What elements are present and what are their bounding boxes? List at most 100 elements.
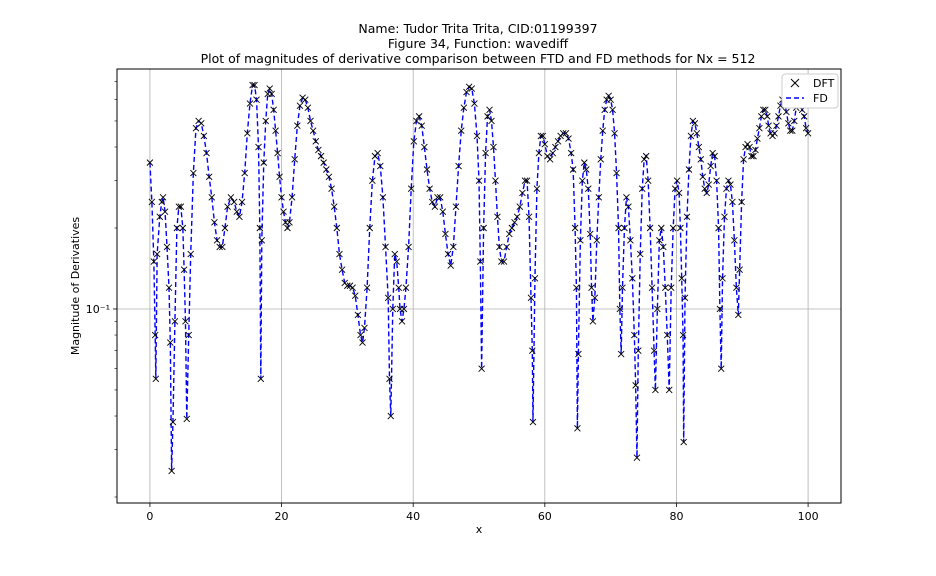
- dft-point-marker: [351, 292, 359, 300]
- chart-title-line-1: Name: Tudor Trita Trita, CID:01199397: [358, 21, 597, 36]
- dft-point-marker: [244, 129, 251, 137]
- dft-point-marker: [729, 198, 736, 206]
- dft-point-marker: [588, 284, 595, 291]
- dft-point-marker: [169, 418, 177, 426]
- dft-point-marker: [740, 156, 747, 163]
- dft-point-marker: [697, 156, 705, 163]
- dft-point-marker: [721, 213, 728, 221]
- dft-point-marker: [790, 117, 798, 125]
- dft-point-marker: [230, 198, 238, 206]
- dft-point-marker: [638, 185, 646, 193]
- dft-point-marker: [274, 149, 281, 157]
- dft-point-marker: [442, 230, 449, 238]
- dft-point-marker: [455, 162, 462, 170]
- dft-point-marker: [615, 224, 622, 232]
- dft-point-marker: [636, 250, 644, 258]
- dft-point-marker: [330, 203, 338, 211]
- dft-point-marker: [533, 185, 541, 193]
- dft-point-marker: [695, 143, 703, 151]
- dft-point-marker: [227, 194, 235, 201]
- dft-point-marker: [508, 224, 516, 232]
- dft-point-marker: [765, 122, 772, 130]
- dft-point-marker: [752, 146, 759, 154]
- dft-point-marker: [787, 127, 794, 135]
- dft-point-marker: [205, 173, 213, 181]
- dft-point-marker: [727, 181, 734, 188]
- dft-point-marker: [423, 166, 431, 173]
- dft-point-marker: [623, 194, 630, 201]
- dft-point-marker: [519, 189, 526, 197]
- dft-point-marker: [218, 243, 226, 251]
- dft-point-marker: [705, 181, 713, 188]
- dft-point-marker: [691, 119, 699, 127]
- dft-point-marker: [648, 284, 656, 291]
- dft-point-marker: [363, 284, 371, 291]
- dft-point-marker: [597, 156, 605, 163]
- dft-point-marker: [654, 305, 661, 313]
- dft-point-marker: [554, 138, 562, 145]
- dft-point-marker: [687, 132, 695, 140]
- dft-point-marker: [386, 375, 393, 383]
- dft-point-marker: [168, 467, 175, 475]
- dft-point-marker: [389, 305, 397, 313]
- dft-point-marker: [488, 117, 495, 125]
- dft-point-marker: [266, 85, 274, 92]
- dft-point-marker: [763, 113, 771, 120]
- dft-point-marker: [400, 305, 408, 313]
- dft-point-marker: [640, 156, 648, 163]
- dft-point-marker: [661, 284, 669, 291]
- dft-point-marker: [391, 250, 399, 258]
- dft-point-marker: [436, 194, 444, 201]
- dft-point-marker: [476, 258, 484, 265]
- dft-point-marker: [262, 117, 270, 125]
- dft-point-marker: [591, 294, 599, 302]
- dft-point-marker: [486, 106, 493, 114]
- x-tick-label: 60: [538, 510, 552, 523]
- dft-point-marker: [325, 173, 333, 181]
- dft-point-marker: [783, 108, 790, 116]
- dft-point-marker: [257, 375, 265, 383]
- dft-point-marker: [619, 284, 626, 291]
- dft-point-marker: [158, 198, 166, 206]
- dft-point-marker: [599, 127, 607, 135]
- dft-point-marker: [546, 156, 554, 163]
- dft-point-marker: [471, 100, 478, 107]
- dft-point-marker: [359, 339, 366, 346]
- fd-series-line: [149, 84, 809, 471]
- chart-title-line-2: Figure 34, Function: wavediff: [388, 36, 569, 51]
- dft-point-marker: [197, 119, 205, 127]
- dft-point-marker: [609, 106, 616, 114]
- dft-point-marker: [301, 96, 309, 103]
- x-tick-label: 40: [406, 510, 420, 523]
- dft-point-marker: [366, 224, 374, 232]
- dft-point-marker: [473, 132, 481, 140]
- dft-point-marker: [521, 177, 529, 184]
- dft-point-marker: [393, 258, 401, 265]
- dft-point-marker: [344, 282, 351, 290]
- dft-point-marker: [611, 129, 618, 137]
- dft-point-marker: [589, 317, 597, 325]
- dft-point-marker: [238, 198, 246, 206]
- dft-point-marker: [634, 347, 642, 354]
- dft-point-marker: [161, 208, 169, 215]
- dft-point-marker: [291, 156, 299, 163]
- dft-point-marker: [211, 218, 218, 226]
- dft-point-marker: [407, 185, 415, 193]
- dft-point-marker: [203, 149, 210, 157]
- dft-point-marker: [760, 106, 767, 114]
- dft-point-marker: [632, 382, 639, 389]
- dft-point-marker: [528, 347, 536, 354]
- dft-point-marker: [452, 203, 460, 211]
- dft-point-marker: [735, 311, 742, 319]
- dft-point-marker: [175, 203, 183, 211]
- dft-point-marker: [349, 284, 356, 291]
- dft-point-marker: [246, 100, 254, 107]
- dft-point-marker: [663, 331, 671, 339]
- dft-point-marker: [644, 177, 652, 184]
- dft-point-marker: [450, 243, 457, 251]
- dft-point-marker: [771, 129, 778, 137]
- dft-point-marker: [525, 213, 533, 221]
- dft-point-marker: [315, 146, 322, 154]
- x-tick-label: 100: [798, 510, 819, 523]
